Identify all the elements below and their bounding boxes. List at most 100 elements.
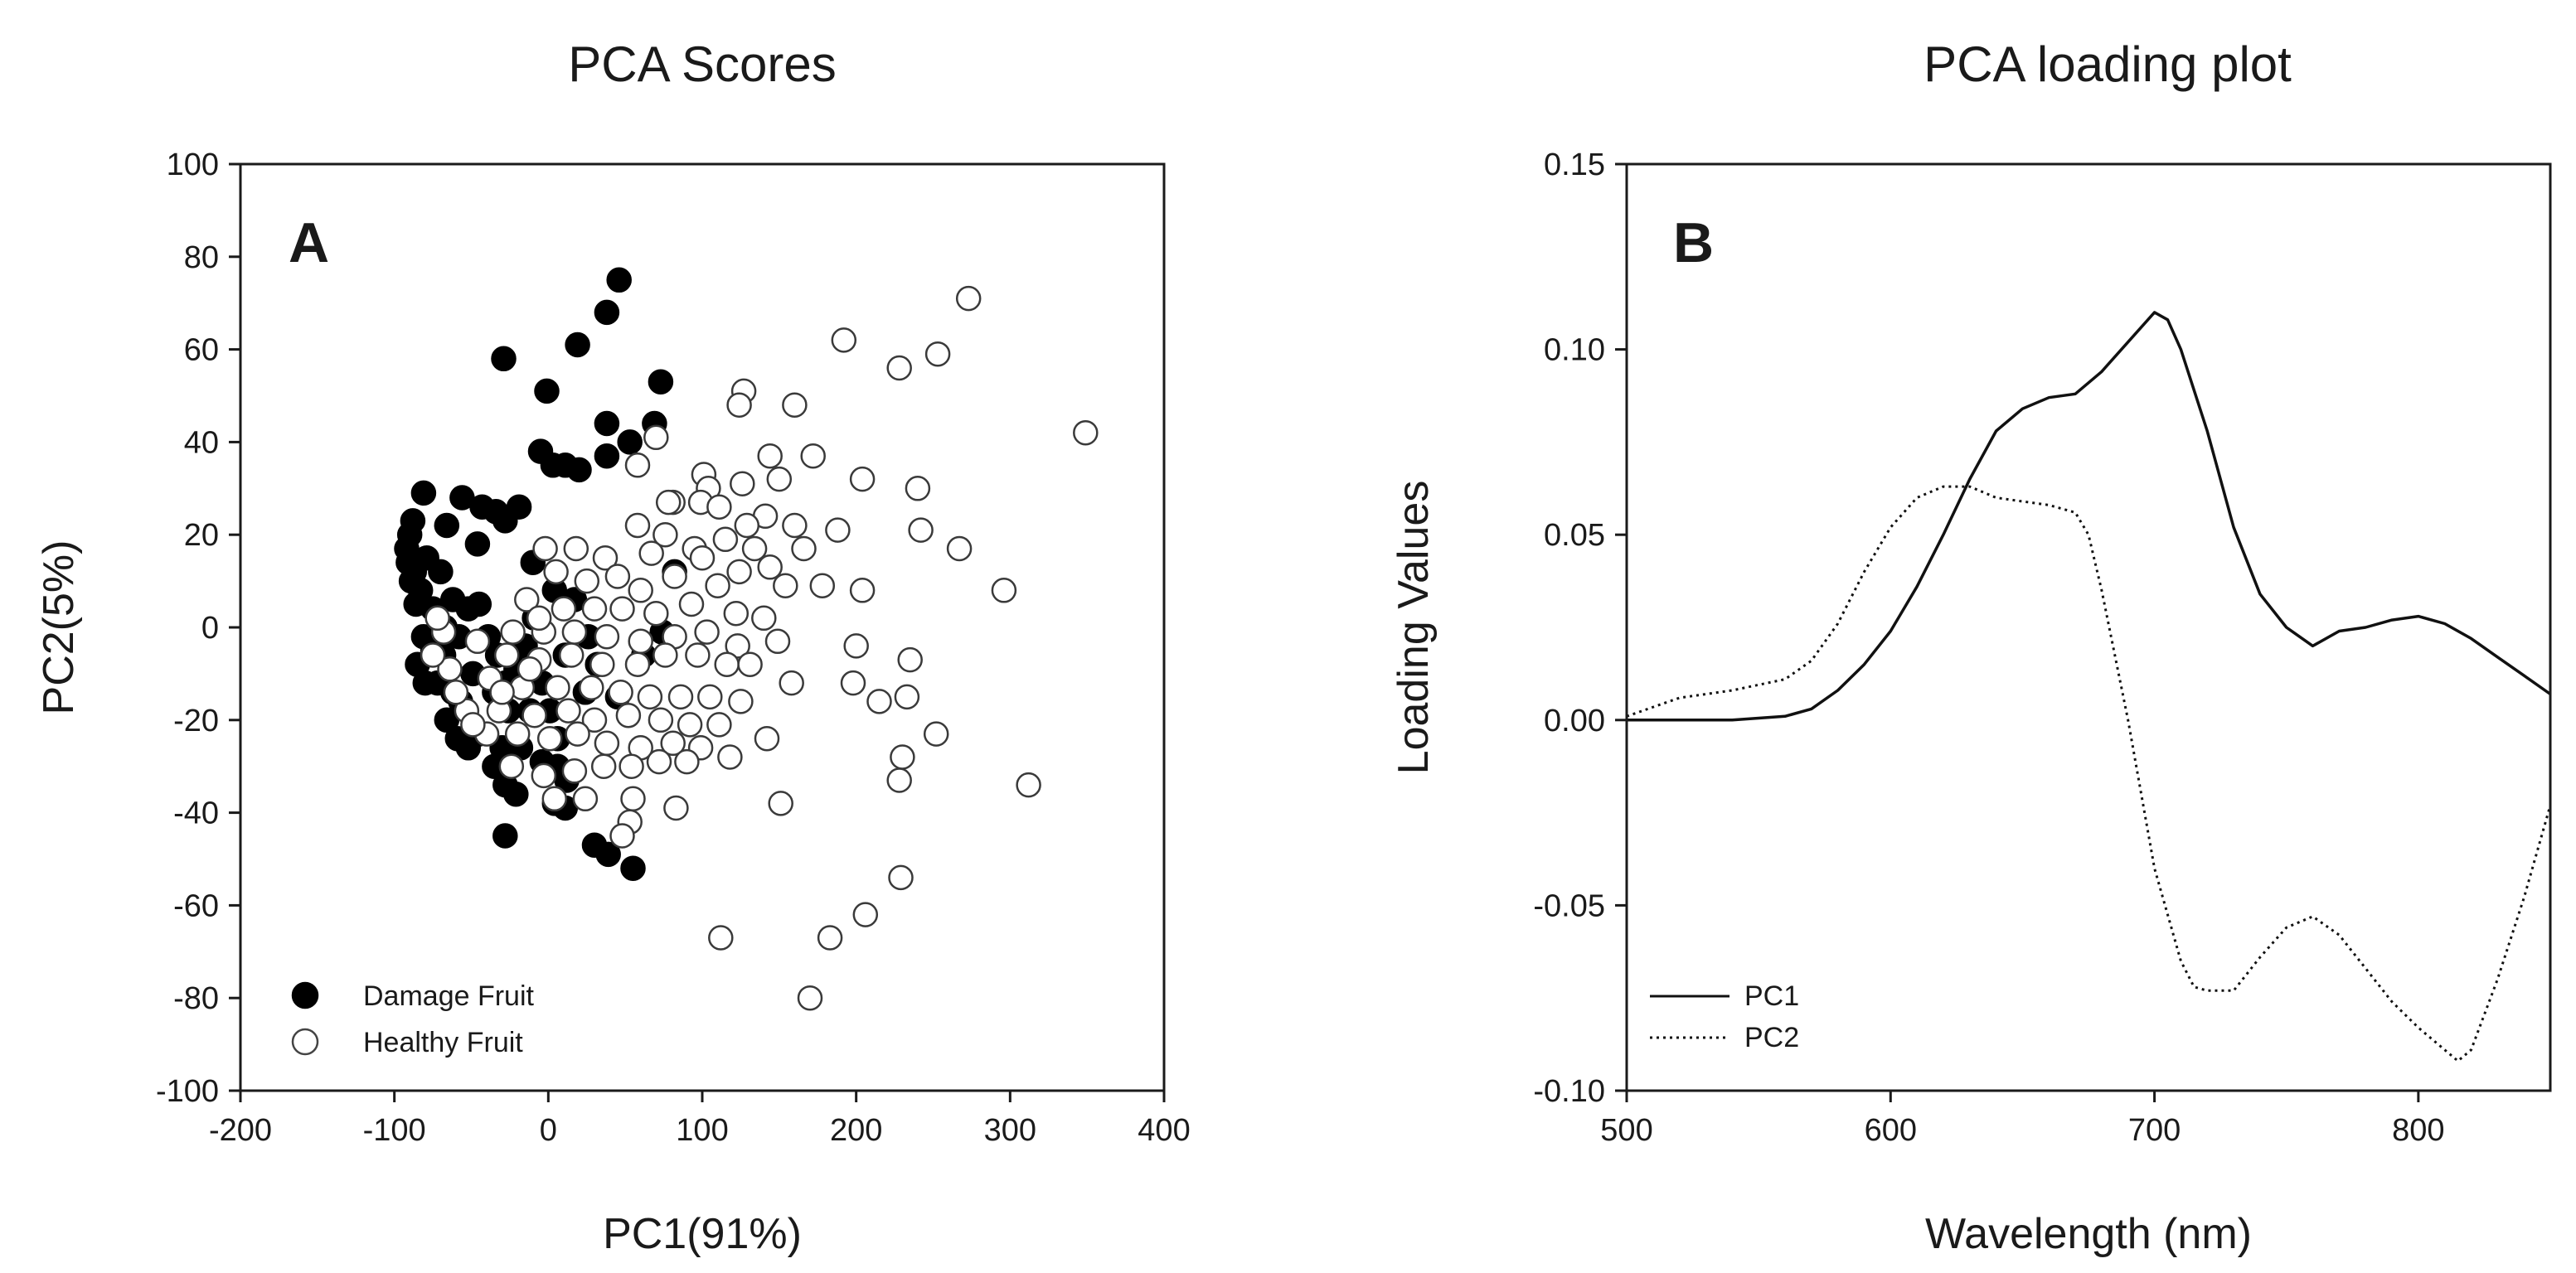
healthy-fruit-point: [493, 642, 520, 668]
healthy-fruit-point: [514, 587, 540, 612]
damage-fruit-point: [565, 332, 590, 358]
healthy-fruit-point: [888, 864, 914, 891]
healthy-fruit-point: [849, 466, 876, 492]
y-tick-label: -60: [173, 888, 219, 923]
healthy-fruit-point: [608, 680, 633, 705]
healthy-fruit-point: [757, 443, 783, 469]
damage-fruit-point: [491, 346, 517, 372]
healthy-fruit-point: [955, 285, 982, 312]
healthy-fruit-point: [741, 535, 768, 562]
healthy-fruit-point: [565, 721, 590, 747]
y-tick-label: 60: [184, 333, 219, 368]
damage-fruit-point: [434, 512, 460, 539]
healthy-fruit-point: [646, 748, 672, 775]
y-tick-label: 0: [201, 611, 219, 646]
legend-marker-healthy: [291, 1028, 319, 1056]
healthy-fruit-point: [536, 725, 563, 752]
y-axis-label: Loading Values: [1390, 481, 1438, 775]
damage-fruit-point: [410, 480, 437, 506]
healthy-fruit-point: [420, 642, 446, 668]
damage-fruit-point: [594, 299, 620, 326]
healthy-fruit-point: [728, 689, 754, 714]
healthy-fruit-point: [705, 573, 730, 598]
healthy-fruit-point: [592, 545, 619, 571]
y-tick-label: -100: [156, 1074, 219, 1109]
damage-fruit-point: [395, 549, 421, 575]
healthy-fruit-point: [779, 670, 804, 696]
healthy-fruit-point: [624, 453, 651, 478]
healthy-fruit-point: [734, 512, 760, 539]
healthy-fruit-point: [685, 642, 711, 668]
healthy-fruit-point: [498, 753, 525, 779]
healthy-fruit-point: [773, 573, 798, 598]
loading-chart: PCA loading plot 500 600 700 800 -0.10 -0.05…: [1390, 36, 2552, 1258]
healthy-fruit-point: [504, 721, 531, 747]
healthy-fruit-point: [541, 786, 568, 812]
healthy-fruit-point: [843, 633, 869, 659]
healthy-fruit-point: [555, 698, 581, 724]
healthy-fruit-point: [800, 443, 826, 469]
healthy-fruit-point: [725, 633, 750, 659]
healthy-fruit-point: [460, 712, 486, 738]
line-series-group: [1626, 311, 2552, 1062]
y-tick-label: -80: [173, 981, 219, 1016]
healthy-fruit-point: [706, 712, 732, 738]
legend-label-pc2: PC2: [1744, 1022, 1799, 1053]
x-tick-label: 0: [540, 1113, 557, 1148]
damage-fruit-point: [449, 485, 475, 511]
healthy-fruit-point: [737, 651, 763, 677]
healthy-fruit-point: [648, 707, 674, 733]
healthy-fruit-point: [751, 605, 777, 632]
healthy-fruit-point: [764, 628, 791, 655]
healthy-fruit-point: [674, 748, 700, 775]
damage-fruit-point: [595, 841, 621, 868]
healthy-fruit-point: [464, 628, 491, 655]
damage-fruit-point: [606, 267, 632, 293]
healthy-fruit-point: [637, 684, 663, 710]
healthy-fruit-point: [522, 702, 547, 728]
healthy-fruit-point: [766, 466, 793, 492]
healthy-fruit-point: [655, 489, 682, 515]
healthy-fruit-point: [890, 744, 915, 770]
damage-fruit-point: [492, 823, 518, 849]
damage-fruit-point: [620, 855, 646, 881]
x-tick-label: 400: [1138, 1113, 1190, 1148]
y-tick-label: 0.00: [1544, 704, 1605, 738]
healthy-fruit-point: [849, 578, 876, 603]
y-tick-label: -20: [173, 704, 219, 738]
healthy-fruit-point: [424, 605, 450, 632]
damage-fruit-point: [534, 378, 560, 404]
y-tick-label: -0.10: [1533, 1074, 1605, 1109]
healthy-fruit-point: [897, 646, 923, 673]
healthy-fruit-point: [726, 392, 752, 418]
healthy-fruit-point: [894, 684, 920, 710]
healthy-fruit-point: [545, 675, 570, 700]
damage-fruit-point: [464, 531, 491, 557]
healthy-fruit-point: [563, 535, 589, 562]
legend: Damage Fruit Healthy Fruit: [291, 980, 535, 1058]
damage-fruit-point: [428, 559, 454, 585]
healthy-fruit-series: [420, 285, 1099, 1011]
x-tick-label: -200: [209, 1113, 272, 1148]
healthy-fruit-point: [886, 355, 912, 381]
healthy-fruit-point: [991, 578, 1017, 603]
healthy-fruit-point: [609, 823, 635, 849]
healthy-fruit-point: [782, 512, 808, 539]
healthy-fruit-point: [717, 744, 743, 770]
healthy-fruit-point: [754, 725, 780, 752]
healthy-fruit-point: [660, 730, 686, 757]
healthy-fruit-point: [594, 730, 620, 757]
y-tick-label: 0.15: [1544, 148, 1605, 182]
y-tick-label: 80: [184, 240, 219, 275]
damage-fruit-point: [503, 781, 529, 807]
chart-title: PCA Scores: [568, 36, 836, 92]
healthy-fruit-point: [638, 540, 664, 566]
healthy-fruit-point: [797, 985, 823, 1011]
legend-marker-damage: [291, 981, 319, 1009]
x-axis-label: Wavelength (nm): [1925, 1210, 2252, 1258]
healthy-fruit-point: [624, 512, 651, 539]
pc2-line: [1626, 485, 2552, 1062]
x-tick-label: 800: [2392, 1113, 2444, 1148]
healthy-fruit-point: [604, 564, 631, 589]
